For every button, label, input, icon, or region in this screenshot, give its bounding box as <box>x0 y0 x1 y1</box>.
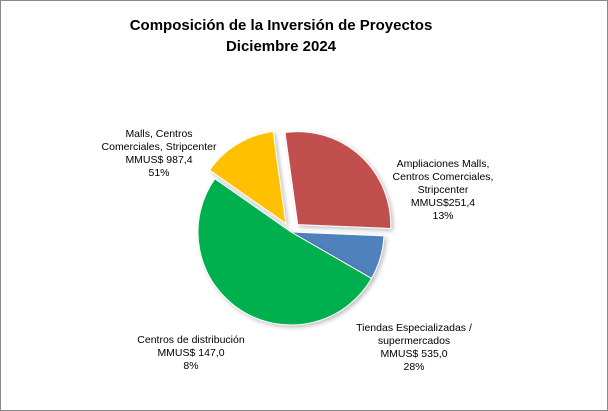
slice-label-malls-line-1: Malls, Centros <box>125 128 193 140</box>
chart-title: Composición de la Inversión de Proyectos… <box>1 15 561 57</box>
slice-label-centros-distribucion-value: MMUS$ 147,0 <box>157 347 225 359</box>
slice-label-malls-line-2: Comerciales, Stripcenter <box>101 141 217 153</box>
slice-label-malls: Malls, Centros Comerciales, Stripcenter … <box>91 128 227 180</box>
pie-slice-ampliaciones <box>208 130 287 225</box>
slice-label-malls-value: MMUS$ 987,4 <box>125 154 193 166</box>
pie-slice-malls <box>197 177 373 326</box>
slice-label-ampliaciones-value: MMUS$251,4 <box>410 197 476 209</box>
pie-slice-tiendas <box>284 131 392 229</box>
slice-label-ampliaciones-percent: 13% <box>432 210 454 222</box>
slice-label-tiendas-value: MMUS$ 535,0 <box>380 348 448 360</box>
chart-title-line-2: Diciembre 2024 <box>225 38 337 55</box>
slice-label-tiendas: Tiendas Especializadas / supermercados M… <box>344 322 484 374</box>
slice-label-centros-distribucion-percent: 8% <box>183 360 199 372</box>
slice-label-ampliaciones-line-3: Stripcenter <box>417 184 469 196</box>
slice-label-ampliaciones-line-2: Centros Comerciales, <box>392 171 494 183</box>
slice-label-centros-distribucion: Centros de distribución MMUS$ 147,0 8% <box>119 334 263 373</box>
slice-label-centros-distribucion-line-1: Centros de distribución <box>137 334 245 346</box>
chart-title-line-1: Composición de la Inversión de Proyectos <box>129 17 433 34</box>
slice-label-ampliaciones: Ampliaciones Malls, Centros Comerciales,… <box>381 158 505 223</box>
slice-label-tiendas-percent: 28% <box>403 361 425 373</box>
slice-label-tiendas-line-2: supermercados <box>377 335 451 347</box>
slice-label-ampliaciones-line-1: Ampliaciones Malls, <box>396 158 490 170</box>
slice-label-tiendas-line-1: Tiendas Especializadas / <box>356 322 472 334</box>
slice-label-malls-percent: 51% <box>148 167 170 179</box>
